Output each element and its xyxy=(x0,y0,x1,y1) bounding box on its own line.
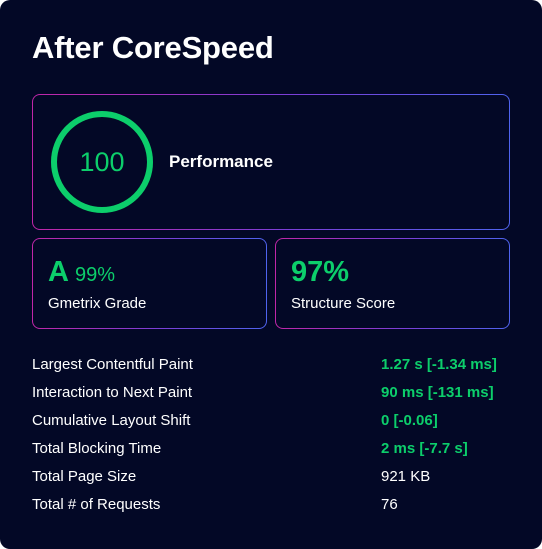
gmetrix-grade-panel: A 99% Gmetrix Grade xyxy=(32,238,267,329)
metric-row-page-size: Total Page Size 921 KB xyxy=(32,464,510,492)
metric-value: 2 ms [-7.7 s] xyxy=(381,440,468,457)
metric-label: Cumulative Layout Shift xyxy=(32,412,191,429)
structure-score-panel: 97% Structure Score xyxy=(275,238,510,329)
metric-row-tbt: Total Blocking Time 2 ms [-7.7 s] xyxy=(32,436,510,464)
structure-score-label: Structure Score xyxy=(291,295,396,312)
metric-label: Total Blocking Time xyxy=(32,440,162,457)
metric-label: Largest Contentful Paint xyxy=(32,356,193,373)
gmetrix-grade-percent: 99% xyxy=(74,264,115,286)
structure-score-value: 97% xyxy=(291,256,350,288)
metric-value: 1.27 s [-1.34 ms] xyxy=(381,356,497,373)
gmetrix-grade-value: A 99% xyxy=(48,256,115,289)
card-title: After CoreSpeed xyxy=(32,30,274,65)
metric-label: Total Page Size xyxy=(32,468,137,485)
metric-value: 76 xyxy=(381,496,398,513)
metric-label: Interaction to Next Paint xyxy=(32,384,193,401)
performance-score: 100 xyxy=(79,147,125,177)
metric-row-inp: Interaction to Next Paint 90 ms [-131 ms… xyxy=(32,380,510,408)
performance-panel: 100 Performance xyxy=(32,94,510,230)
metric-row-requests: Total # of Requests 76 xyxy=(32,492,510,520)
metrics-list: Largest Contentful Paint 1.27 s [-1.34 m… xyxy=(32,352,510,520)
metric-value: 90 ms [-131 ms] xyxy=(381,384,494,401)
metric-value: 921 KB xyxy=(381,468,431,485)
metric-row-lcp: Largest Contentful Paint 1.27 s [-1.34 m… xyxy=(32,352,510,380)
metric-row-cls: Cumulative Layout Shift 0 [-0.06] xyxy=(32,408,510,436)
performance-label: Performance xyxy=(169,152,273,171)
performance-score-ring xyxy=(51,111,153,213)
metric-value: 0 [-0.06] xyxy=(381,412,438,429)
gmetrix-grade-letter: A xyxy=(48,256,69,288)
gmetrix-grade-label: Gmetrix Grade xyxy=(48,295,147,312)
metric-label: Total # of Requests xyxy=(32,496,161,513)
score-ring-arc xyxy=(51,111,153,213)
